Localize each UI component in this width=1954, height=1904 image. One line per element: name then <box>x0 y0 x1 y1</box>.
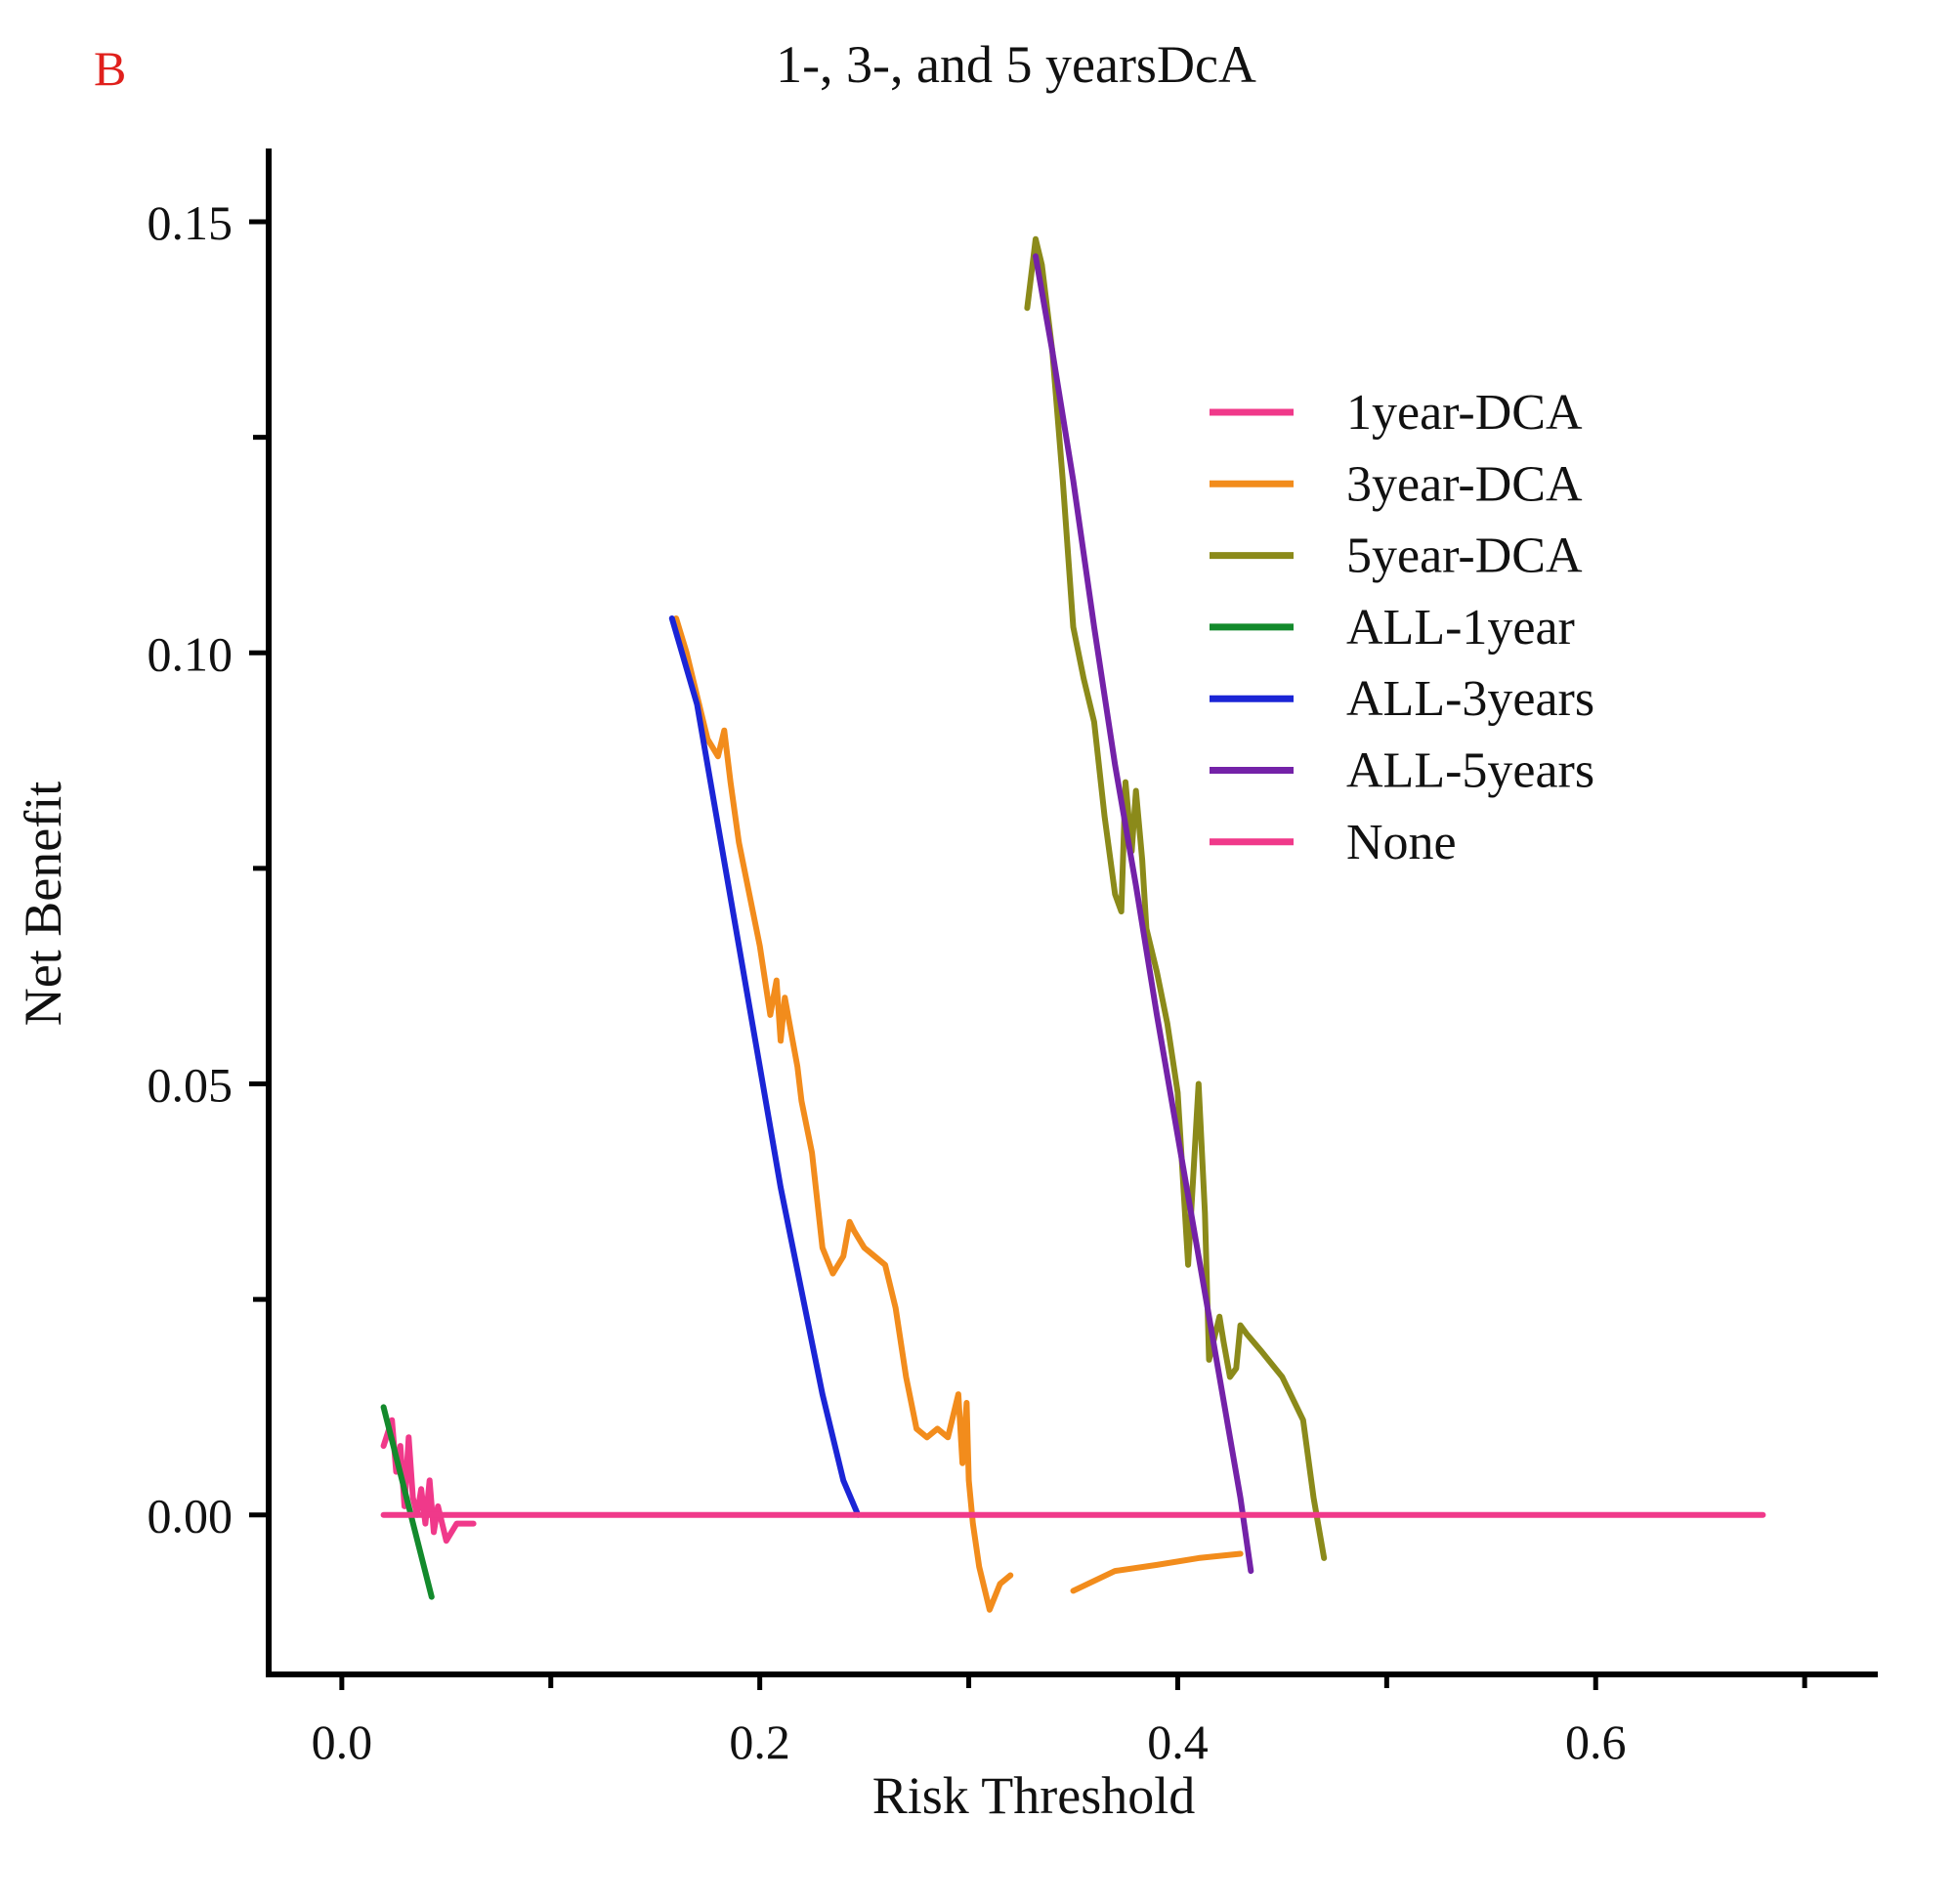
x-tick-label: 0.4 <box>1147 1714 1209 1769</box>
legend-label-none: None <box>1346 815 1457 870</box>
y-tick-label: 0.10 <box>148 626 234 681</box>
y-tick-label: 0.00 <box>148 1489 234 1544</box>
legend-label-all-5years: ALL-5years <box>1346 743 1594 799</box>
plot-area <box>380 235 1766 1613</box>
x-tick-label: 0.0 <box>312 1714 373 1769</box>
series-line-all-5years <box>1033 253 1254 1575</box>
panel-label: B <box>94 41 126 96</box>
legend-label-3year-dca: 3year-DCA <box>1346 456 1583 512</box>
y-tick-label: 0.15 <box>148 195 234 250</box>
axes <box>266 148 1878 1677</box>
series-line-1year-dca <box>380 1417 477 1544</box>
x-tick-label: 0.6 <box>1565 1714 1627 1769</box>
chart-title: 1-, 3-, and 5 yearsDcA <box>776 35 1256 94</box>
legend: 1year-DCA 3year-DCA 5year-DCA ALL-1year ALL-… <box>1210 385 1594 870</box>
ticks: 0.0 0.2 0.4 0.6 0.00 0.05 0.10 0.15 <box>148 195 1807 1769</box>
legend-label-1year-dca: 1year-DCA <box>1346 385 1583 441</box>
y-tick-label: 0.05 <box>148 1057 234 1112</box>
legend-label-all-1year: ALL-1year <box>1346 600 1575 656</box>
series-line-3year-dca-seg1 <box>673 615 1014 1613</box>
series-line-all-1year <box>380 1404 435 1600</box>
series-line-all-3years <box>668 615 862 1518</box>
y-axis-label: Net Benefit <box>14 782 72 1026</box>
series-line-3year-dca-seg2 <box>1070 1550 1244 1594</box>
legend-label-all-3years: ALL-3years <box>1346 671 1594 727</box>
x-axis-label: Risk Threshold <box>872 1766 1196 1825</box>
series-line-5year-dca <box>1024 235 1328 1561</box>
legend-label-5year-dca: 5year-DCA <box>1346 529 1583 584</box>
x-tick-label: 0.2 <box>729 1714 790 1769</box>
